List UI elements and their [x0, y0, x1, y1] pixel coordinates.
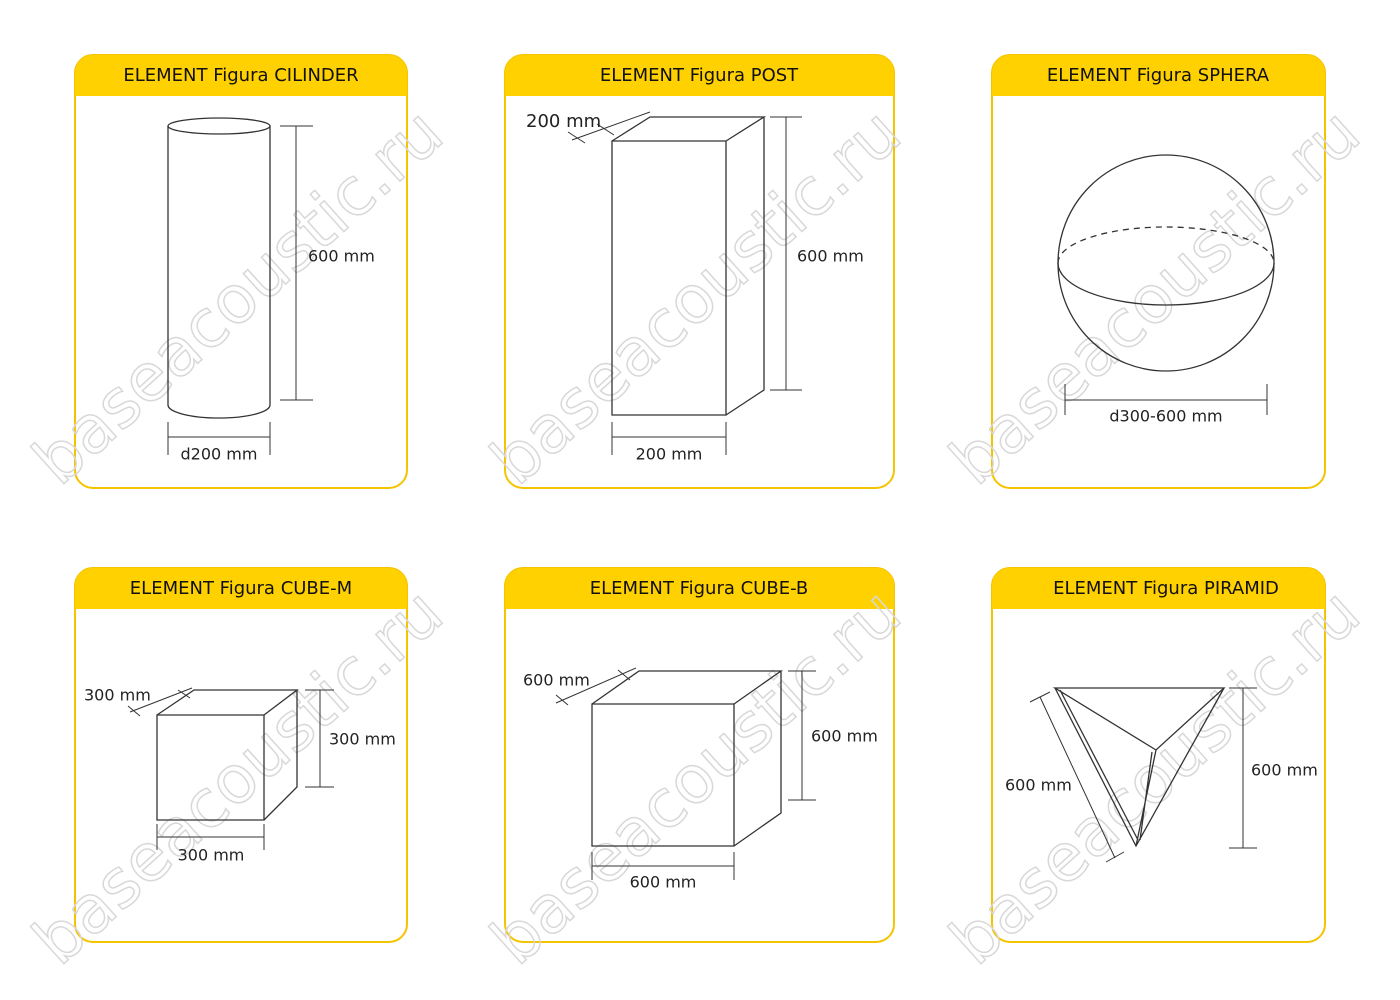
card-title: ELEMENT Figura CUBE-M: [130, 578, 352, 599]
dimension-label: 300 mm: [84, 686, 151, 705]
card-title: ELEMENT Figura SPHERA: [1047, 65, 1270, 86]
dimension-label: 300 mm: [329, 730, 396, 749]
dimension-label: 600 mm: [1251, 761, 1318, 780]
dimension-label: 300 mm: [178, 846, 245, 865]
cube-m-drawing: [127, 687, 334, 850]
dimension-label: 200 mm: [636, 445, 703, 464]
card-title: ELEMENT Figura CUBE-B: [590, 578, 809, 599]
dimension-label: d300-600 mm: [1109, 407, 1222, 426]
pyramid-drawing: [1029, 687, 1257, 863]
dimension-label: d200 mm: [181, 445, 258, 464]
cube-b-drawing: [555, 667, 816, 880]
dimension-label: 600 mm: [523, 671, 590, 690]
dimension-label: 600 mm: [797, 247, 864, 266]
dimension-label: 200 mm: [526, 111, 601, 132]
sphere-drawing: [1057, 154, 1275, 415]
card-title: ELEMENT Figura PIRAMID: [1053, 578, 1279, 599]
cylinder-drawing: [167, 117, 313, 455]
card-title: ELEMENT Figura POST: [600, 65, 799, 86]
dimension-label: 600 mm: [811, 727, 878, 746]
dimension-label: 600 mm: [1005, 776, 1072, 795]
post-drawing: [567, 111, 802, 455]
dimension-label: 600 mm: [308, 247, 375, 266]
dimension-label: 600 mm: [630, 873, 697, 892]
card-title: ELEMENT Figura CILINDER: [123, 65, 358, 86]
